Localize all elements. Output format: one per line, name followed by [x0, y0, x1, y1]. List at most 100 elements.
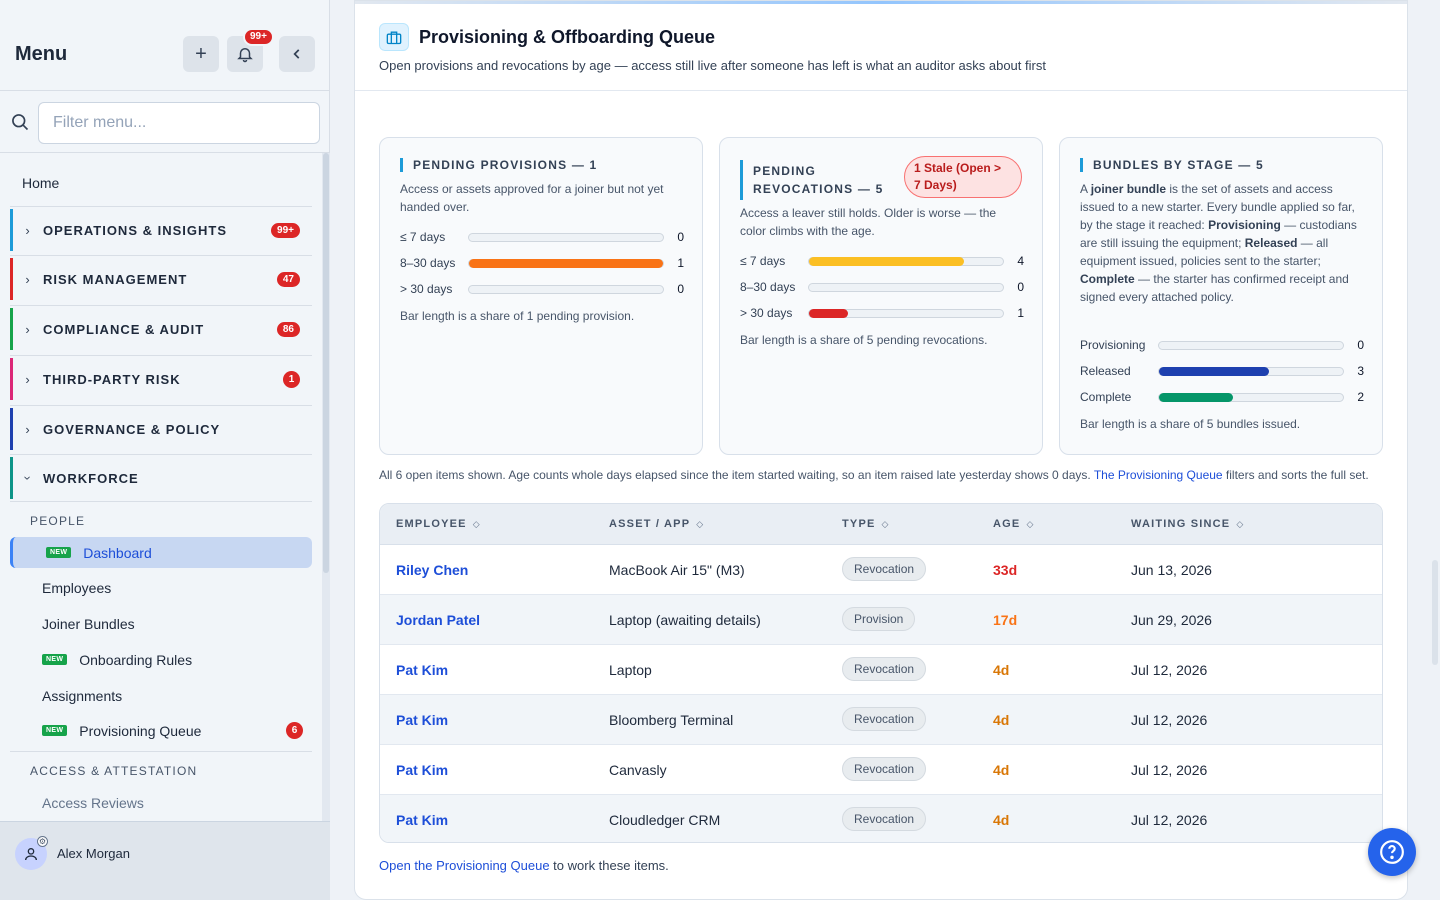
card-title-line2: REVOCATIONS — 5	[753, 182, 884, 196]
section-label: OPERATIONS & INSIGHTS	[43, 222, 227, 238]
bar-track	[808, 308, 1004, 318]
card-note: Bar length is a share of 5 bundles issue…	[1080, 417, 1301, 431]
sidebar-item-onboarding-rules[interactable]: NEW Onboarding Rules	[10, 644, 312, 675]
type-pill: Revocation	[842, 807, 927, 831]
bar-row: > 30 days 0	[400, 281, 684, 297]
bar-value: 3	[1357, 364, 1364, 378]
scrollbar-thumb[interactable]	[323, 153, 329, 573]
chevron-right-icon: ›	[25, 222, 31, 238]
item-label: Joiner Bundles	[42, 615, 135, 632]
table-row: Pat Kim Canvasly Revocation 4d Jul 12, 2026	[380, 745, 1382, 795]
table-row: Pat Kim Laptop Revocation 4d Jul 12, 2026	[380, 645, 1382, 695]
bar-row: ≤ 7 days 0	[400, 229, 684, 245]
sort-type[interactable]: TYPE ◇	[842, 518, 889, 530]
new-tag: NEW	[42, 654, 68, 665]
filter-menu-input[interactable]	[38, 102, 320, 144]
waiting-since-cell: Jul 12, 2026	[1131, 712, 1208, 728]
section-workforce[interactable]: › WORKFORCE	[10, 457, 312, 499]
sidebar-scrollbar[interactable]	[322, 153, 330, 821]
sort-employee[interactable]: EMPLOYEE ◇	[396, 518, 480, 530]
employee-link[interactable]: Pat Kim	[396, 662, 449, 678]
menu-filter	[0, 90, 330, 153]
age-cell: 33d	[993, 562, 1018, 578]
bar-track	[808, 282, 1004, 292]
bar-row: Complete 2	[1080, 389, 1364, 405]
employee-link[interactable]: Riley Chen	[396, 562, 469, 578]
bar-value: 4	[1017, 254, 1024, 268]
section-label: WORKFORCE	[43, 470, 139, 486]
chevron-left-icon	[293, 49, 300, 59]
section-risk-management[interactable]: › RISK MANAGEMENT 47	[10, 258, 312, 300]
employee-link[interactable]: Pat Kim	[396, 762, 449, 778]
section-governance-policy[interactable]: › GOVERNANCE & POLICY	[10, 408, 312, 450]
bar-value: 0	[1017, 280, 1024, 294]
card-description: Access a leaver still holds. Older is wo…	[740, 206, 997, 238]
section-compliance-audit[interactable]: › COMPLIANCE & AUDIT 86	[10, 308, 312, 350]
bundles-by-stage-card: BUNDLES BY STAGE — 5 A joiner bundle is …	[1059, 137, 1383, 455]
bar-track	[468, 232, 664, 242]
section-operations-insights[interactable]: › OPERATIONS & INSIGHTS 99+	[10, 209, 312, 251]
card-title: PENDING PROVISIONS — 1	[400, 158, 597, 172]
new-tag: NEW	[46, 547, 72, 558]
page-subtitle: Open provisions and revocations by age —…	[379, 58, 1046, 73]
queue-table: EMPLOYEE ◇ ASSET / APP ◇ TYPE ◇ AGE ◇ WAITIN…	[379, 503, 1383, 843]
age-cell: 4d	[993, 662, 1010, 678]
add-button[interactable]: +	[183, 36, 219, 72]
bar-fill	[1159, 392, 1233, 402]
sort-age[interactable]: AGE ◇	[993, 518, 1034, 530]
employee-link[interactable]: Pat Kim	[396, 812, 449, 828]
sidebar-item-assignments[interactable]: Assignments	[10, 680, 312, 711]
user-footer[interactable]: ⚙ Alex Morgan	[0, 821, 330, 900]
chevron-right-icon: ›	[25, 421, 31, 437]
employee-link[interactable]: Pat Kim	[396, 712, 449, 728]
bar-row: 8–30 days 1	[400, 255, 684, 271]
stale-badge-line2: 7 Days)	[914, 178, 957, 192]
chevron-right-icon: ›	[25, 321, 31, 337]
open-provisioning-queue-link[interactable]: Open the Provisioning Queue	[379, 858, 550, 873]
section-label: GOVERNANCE & POLICY	[43, 421, 221, 437]
footer-text: Open the Provisioning Queue to work thes…	[379, 858, 669, 873]
sidebar-item-home[interactable]: Home	[22, 175, 60, 191]
type-pill: Revocation	[842, 657, 927, 681]
asset-cell: Laptop (awaiting details)	[609, 612, 761, 628]
sidebar-item-joiner-bundles[interactable]: Joiner Bundles	[10, 608, 312, 639]
sidebar-item-employees[interactable]: Employees	[10, 572, 312, 603]
stale-badge[interactable]: 1 Stale (Open > 7 Days)	[904, 156, 1022, 198]
bar-row: Released 3	[1080, 363, 1364, 379]
sidebar: Menu + 99+ Home › OPERATIONS & INSIGHTS …	[0, 0, 330, 900]
bar-fill	[469, 258, 663, 268]
sidebar-item-access-reviews[interactable]: Access Reviews	[10, 787, 312, 818]
bar-track	[1158, 366, 1344, 376]
sort-asset[interactable]: ASSET / APP ◇	[609, 518, 704, 530]
collapse-sidebar-button[interactable]	[279, 36, 315, 72]
card-title: PENDING REVOCATIONS — 5	[740, 160, 883, 200]
sidebar-item-provisioning-queue[interactable]: NEW Provisioning Queue 6	[10, 715, 312, 746]
card-description: A joiner bundle is the set of assets and…	[1080, 182, 1357, 304]
bar-label: Complete	[1080, 390, 1132, 404]
sort-waiting-since[interactable]: WAITING SINCE ◇	[1131, 518, 1244, 530]
bar-fill	[809, 308, 848, 318]
bar-label: 8–30 days	[400, 256, 456, 270]
panel-header: Provisioning & Offboarding Queue Open pr…	[355, 1, 1407, 91]
page-scrollbar[interactable]	[1432, 560, 1438, 665]
waiting-since-cell: Jul 12, 2026	[1131, 812, 1208, 828]
table-row: Jordan Patel Laptop (awaiting details) Pro…	[380, 595, 1382, 645]
type-pill: Provision	[842, 607, 916, 631]
help-button[interactable]	[1368, 828, 1416, 876]
provisioning-queue-link[interactable]: The Provisioning Queue	[1093, 468, 1223, 482]
bar-row: 8–30 days 0	[740, 279, 1024, 295]
gear-icon: ⚙	[37, 836, 48, 847]
section-label: THIRD-PARTY RISK	[43, 371, 181, 387]
group-label-people: PEOPLE	[30, 514, 86, 528]
waiting-since-cell: Jul 12, 2026	[1131, 662, 1208, 678]
pending-provisions-card: PENDING PROVISIONS — 1 Access or assets …	[379, 137, 703, 455]
section-third-party-risk[interactable]: › THIRD-PARTY RISK 1	[10, 358, 312, 400]
page-title: Provisioning & Offboarding Queue	[419, 27, 716, 47]
waiting-since-cell: Jun 13, 2026	[1131, 562, 1212, 578]
type-pill: Revocation	[842, 707, 927, 731]
bell-icon	[237, 48, 253, 63]
waiting-since-cell: Jun 29, 2026	[1131, 612, 1212, 628]
employee-link[interactable]: Jordan Patel	[396, 612, 481, 628]
section-badge: 99+	[271, 222, 300, 238]
sidebar-item-dashboard[interactable]: NEW Dashboard	[10, 537, 312, 568]
